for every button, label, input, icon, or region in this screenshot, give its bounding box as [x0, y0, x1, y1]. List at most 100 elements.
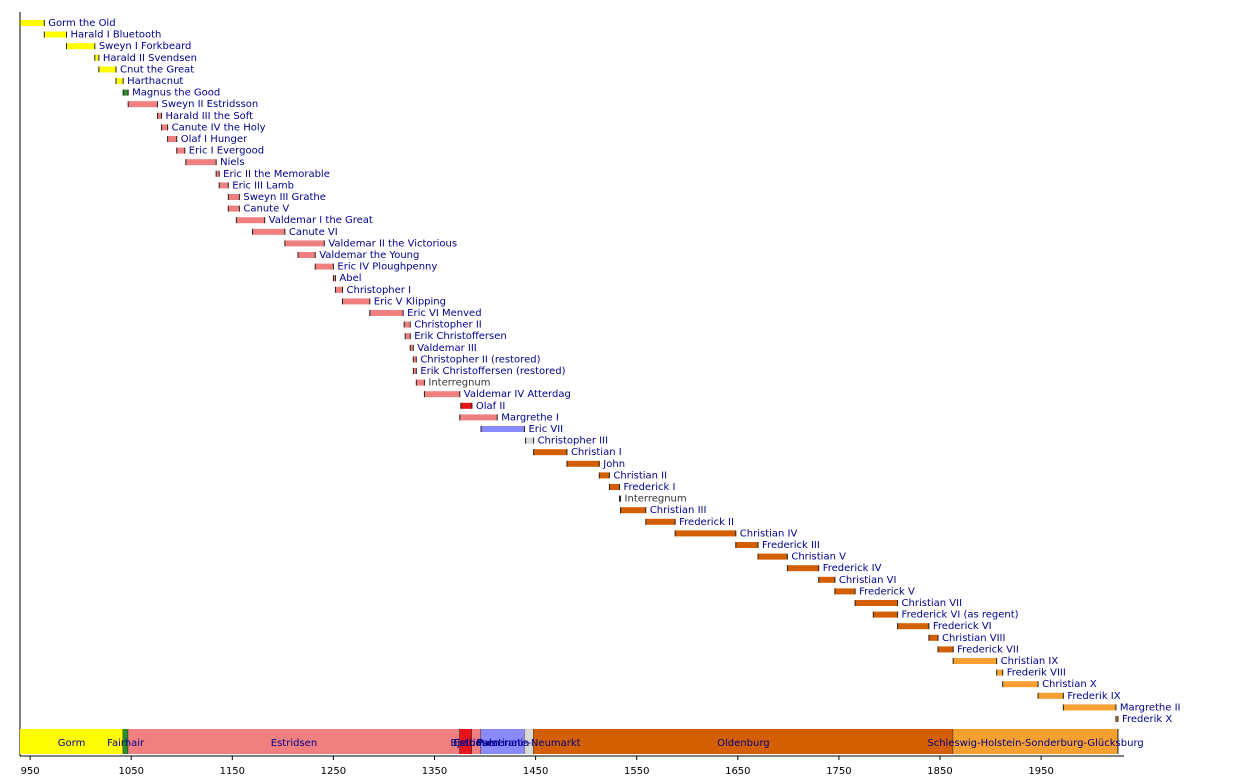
reign-bar — [94, 54, 99, 61]
reign-bar — [123, 89, 129, 96]
reign-label: Christian X — [1042, 679, 1097, 690]
reign-label: Christian VI — [839, 575, 897, 586]
reign-label: Frederick VI (as regent) — [902, 610, 1019, 621]
reign-label: Frederick III — [762, 540, 820, 551]
reign-label: Christopher I — [347, 285, 412, 296]
reign-bar — [416, 379, 425, 386]
reign-label: Olaf II — [476, 401, 505, 412]
reign-label: Margrethe II — [1120, 702, 1181, 713]
reign-label: Niels — [220, 157, 244, 168]
house-bar — [953, 729, 1118, 754]
reign-bar — [228, 205, 240, 212]
house-label: Pomerania — [476, 738, 529, 749]
house-label: Estridsen — [271, 738, 317, 749]
reign-label: Christopher II — [414, 320, 482, 331]
reign-label: Frederick VI — [933, 621, 992, 632]
reign-label: Frederick II — [679, 517, 734, 528]
house-label: Fairhair — [107, 738, 145, 749]
reign-label: Abel — [339, 273, 361, 284]
reign-label: Harald I Bluetooth — [71, 30, 162, 41]
reign-bar — [424, 391, 460, 398]
house-bar — [481, 729, 525, 754]
reign-label: Christian VIII — [942, 633, 1005, 644]
reign-bar — [333, 275, 336, 282]
reign-bar — [284, 240, 325, 247]
x-tick-label: 1450 — [523, 766, 548, 777]
reign-bar — [413, 368, 417, 374]
reign-bar — [460, 402, 472, 409]
reign-label: Harald II Svendsen — [103, 53, 197, 64]
reign-label: Gorm the Old — [48, 18, 115, 29]
reign-bar — [335, 286, 343, 293]
reign-bar — [1038, 692, 1064, 699]
reign-bar — [1063, 704, 1116, 711]
reign-label: Christian III — [650, 505, 707, 516]
house-label: Palatinate-Neumarkt — [477, 738, 580, 749]
house-bar — [20, 729, 124, 754]
reign-bar — [157, 112, 162, 119]
reign-bar — [620, 507, 646, 514]
reign-label: Christian IX — [1001, 656, 1059, 667]
reign-label: Christopher III — [538, 436, 608, 447]
reign-label: Eric V Klipping — [374, 296, 446, 307]
reign-label: Valdemar IV Atterdag — [464, 389, 571, 400]
reign-bar — [413, 356, 417, 363]
x-tick-label: 950 — [21, 766, 40, 777]
reign-bar — [787, 565, 819, 572]
reign-bar — [459, 414, 498, 421]
reign-label: Frederick V — [859, 586, 915, 597]
reign-bar — [404, 321, 411, 328]
reign-bar — [937, 646, 954, 653]
reign-bar — [645, 518, 676, 525]
house-label: Bjelbo — [450, 738, 481, 749]
reign-bar — [219, 182, 229, 189]
house-label: Gorm — [58, 738, 86, 749]
reign-label: Frederick I — [624, 482, 676, 493]
reign-bar — [252, 228, 285, 235]
reign-label: Valdemar III — [417, 343, 476, 354]
reign-bar — [298, 252, 316, 258]
reign-label: Erik Christoffersen (restored) — [420, 366, 565, 377]
reign-bar — [675, 530, 736, 537]
reign-bar — [834, 588, 856, 595]
reign-label: John — [602, 459, 625, 470]
reign-bar — [928, 634, 938, 641]
reign-label: Eric III Lamb — [232, 180, 294, 191]
reign-bar — [533, 449, 567, 456]
reign-bar — [176, 147, 185, 154]
reign-bar — [44, 31, 67, 38]
reign-label: Christian IV — [740, 528, 798, 539]
reign-label: Margrethe I — [501, 412, 559, 423]
reign-bar — [167, 136, 177, 142]
reign-bar — [1002, 681, 1039, 688]
reign-label: Canute IV the Holy — [172, 122, 266, 133]
reign-label: Christian VII — [902, 598, 963, 609]
reign-label: Magnus the Good — [132, 88, 220, 99]
house-label: Schleswig-Holstein-Sonderburg-Glücksburg — [927, 738, 1143, 749]
reign-label: Christian V — [791, 552, 846, 563]
reign-bar — [228, 194, 240, 200]
reign-label: Harthacnut — [127, 76, 183, 87]
reign-bar — [216, 170, 220, 177]
reign-label: Frederik X — [1122, 714, 1172, 725]
house-bar — [128, 729, 460, 754]
reign-bar — [128, 101, 158, 108]
reign-label: Frederik VIII — [1007, 668, 1066, 679]
reign-bar — [609, 484, 620, 490]
reign-label: Interregnum — [625, 494, 687, 505]
reign-bar — [315, 263, 334, 270]
reign-label: Canute VI — [289, 227, 338, 238]
house-bar — [524, 729, 534, 754]
reign-label: Eric VI Menved — [407, 308, 481, 319]
reign-label: Sweyn II Estridsson — [161, 99, 258, 110]
reign-label: Valdemar II the Victorious — [328, 238, 457, 249]
reign-label: Valdemar the Young — [319, 250, 419, 261]
reign-label: Christian I — [571, 447, 622, 458]
reign-label: Frederick IV — [823, 563, 882, 574]
reign-bar — [481, 426, 525, 432]
reign-bar — [116, 78, 124, 84]
reign-label: Frederik IX — [1067, 691, 1120, 702]
reign-bar — [855, 600, 898, 606]
reign-label: Olaf I Hunger — [181, 134, 248, 145]
